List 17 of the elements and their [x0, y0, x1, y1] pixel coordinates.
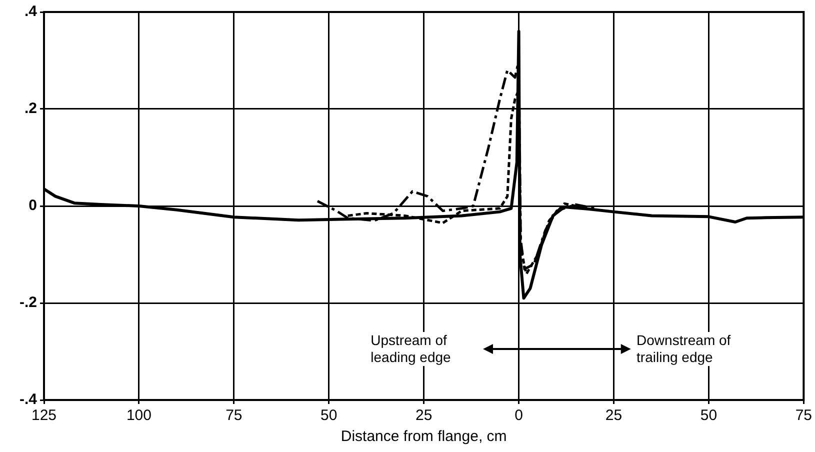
x-tick-label: 25 [415, 407, 432, 424]
y-tick-label: .2 [24, 100, 37, 118]
x-tick-label: 100 [126, 407, 152, 424]
x-tick-label: 50 [700, 407, 718, 424]
x-tick-label: 75 [226, 407, 242, 424]
x-tick-label: 50 [320, 407, 338, 424]
y-tick-label: .4 [24, 3, 38, 20]
x-tick-label: 125 [31, 407, 57, 424]
y-tick-label: -.4 [19, 391, 38, 408]
annotation: Upstream of leading edge [370, 332, 481, 366]
x-axis-title: Distance from flange, cm [340, 428, 507, 446]
x-tick-label: 25 [605, 407, 622, 424]
x-tick-label: 75 [795, 407, 812, 424]
x-tick-label: 0 [514, 407, 523, 424]
y-tick-label: 0 [28, 197, 37, 214]
annotation: Downstream of trailing edge [636, 332, 747, 366]
y-tick-label: -.2 [19, 294, 37, 312]
